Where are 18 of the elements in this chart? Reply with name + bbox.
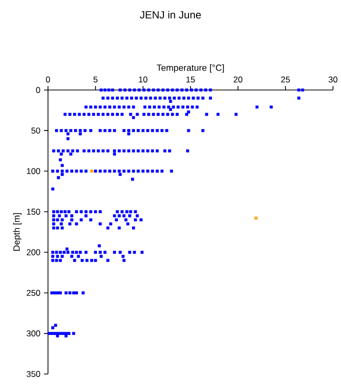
- y-tick-label: 150: [26, 208, 40, 215]
- x-tick-label: 30: [328, 76, 338, 82]
- x-tick-label: 15: [186, 76, 195, 82]
- y-tick-label: 100: [26, 168, 40, 174]
- y-tick-label: 300: [26, 330, 40, 336]
- y-axis-title: Depth [m]: [13, 213, 22, 251]
- y-tick-label: 250: [26, 290, 40, 296]
- x-tick-label: 5: [93, 76, 98, 82]
- y-tick-label: 200: [26, 249, 40, 256]
- x-tick-label: 25: [281, 76, 290, 82]
- y-tick-label: 350: [26, 371, 40, 377]
- y-tick-label: 50: [31, 128, 40, 134]
- y-tick-label: 0: [36, 87, 40, 93]
- x-axis-title: Temperature [°C]: [156, 64, 224, 73]
- x-tick-label: 0: [46, 76, 50, 82]
- x-tick-label: 10: [138, 76, 148, 82]
- chart-title: JENJ in June: [140, 10, 201, 19]
- x-tick-label: 20: [234, 76, 242, 82]
